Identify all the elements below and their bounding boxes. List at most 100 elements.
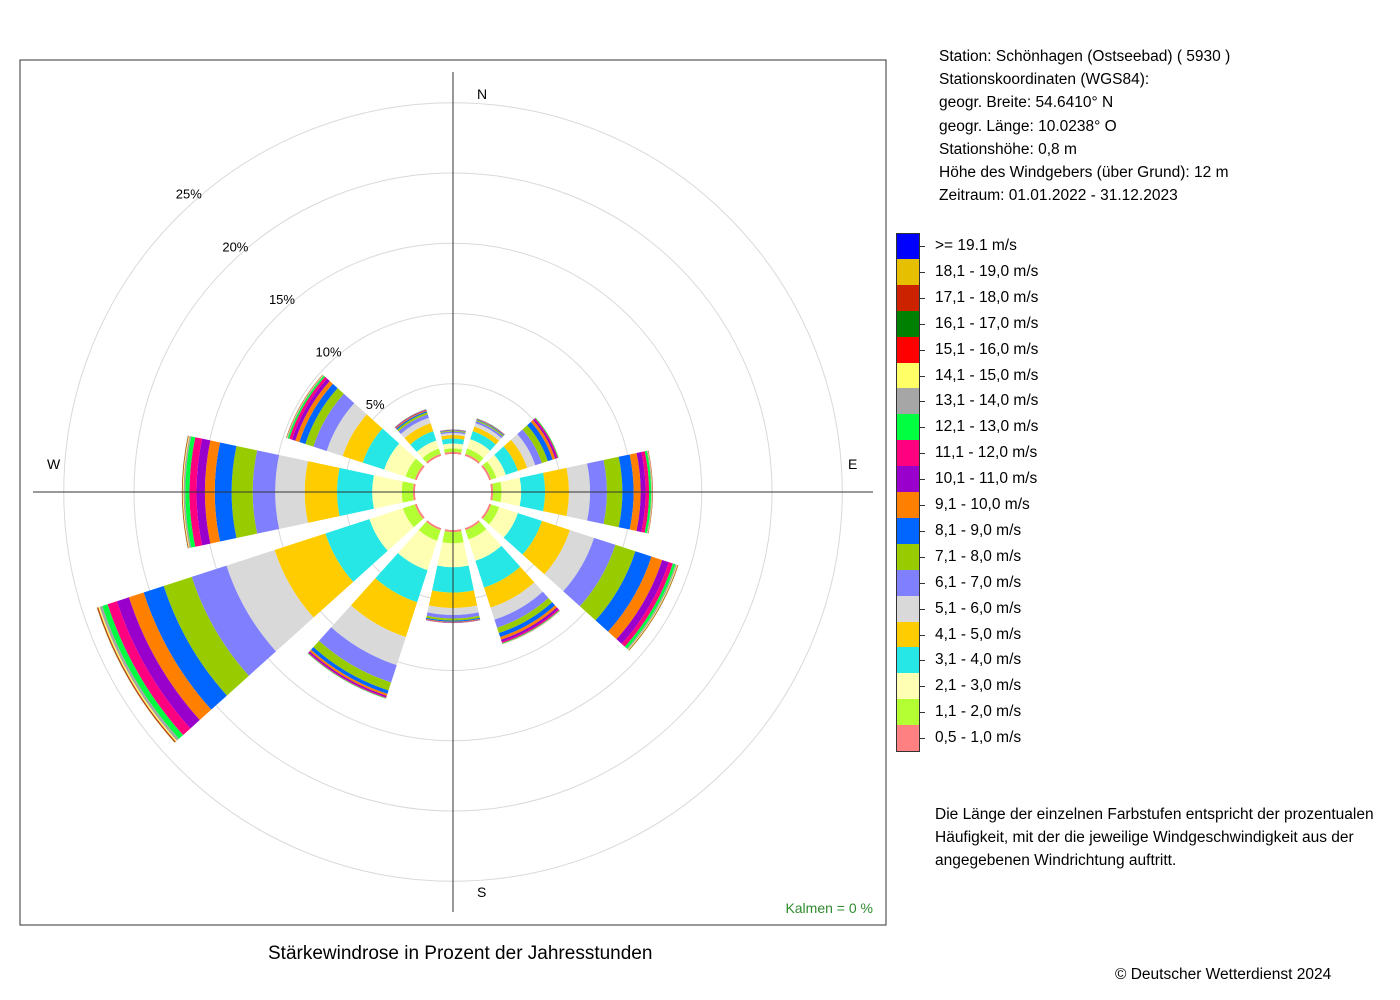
legend-tick xyxy=(920,453,925,455)
sector-segment xyxy=(595,551,652,632)
legend-label: >= 19.1 m/s xyxy=(935,237,1017,254)
legend-label: 16,1 - 17,0 m/s xyxy=(935,314,1039,332)
sector-segment xyxy=(426,453,442,464)
legend-item: 14,1 - 15,0 m/s xyxy=(896,362,1096,389)
station-info: Station: Schönhagen (Ostseebad) ( 5930 )… xyxy=(939,45,1230,207)
sector-segment xyxy=(395,410,427,429)
legend-swatch xyxy=(896,258,920,285)
legend-swatch xyxy=(896,440,920,467)
legend-tick xyxy=(920,505,925,506)
compass-label-e: E xyxy=(848,456,857,472)
ring-labels: 5% 10% 15% 20% 25% xyxy=(176,187,385,412)
legend-label: 3,1 - 4,0 m/s xyxy=(935,651,1022,669)
sector-segment xyxy=(342,414,383,463)
sector-segment xyxy=(440,429,466,432)
legend-swatch xyxy=(896,699,920,726)
legend-label: 0,5 - 1,0 m/s xyxy=(935,729,1022,747)
sector-segment xyxy=(475,421,503,439)
legend-swatch xyxy=(896,595,920,622)
sector-segment xyxy=(464,520,480,531)
sector-segment xyxy=(648,450,653,534)
sector-segment xyxy=(579,544,636,621)
sector-segment xyxy=(468,529,502,561)
sector-segment xyxy=(318,627,397,683)
sector-segment xyxy=(182,435,189,549)
sector-segment xyxy=(440,429,466,432)
sector-segment xyxy=(647,450,653,534)
sector-segment xyxy=(107,601,191,736)
sector-segment xyxy=(305,388,344,447)
sector-segment xyxy=(500,605,557,640)
sector-segment xyxy=(405,458,424,480)
sector-segment xyxy=(647,450,653,534)
legend-item: 18,1 - 19,0 m/s xyxy=(896,258,1096,285)
legend-tick xyxy=(920,634,925,636)
legend-tick xyxy=(920,556,925,558)
sector-segment xyxy=(522,520,570,575)
sector-segment xyxy=(416,440,439,459)
sector-segment xyxy=(644,450,652,534)
legend-swatch xyxy=(896,310,920,337)
sector-segment xyxy=(418,521,441,541)
sector-segment xyxy=(299,383,338,445)
sector-segment xyxy=(530,420,556,460)
legend-label: 5,1 - 6,0 m/s xyxy=(935,599,1022,617)
legend-item: 6,1 - 7,0 m/s xyxy=(896,569,1096,596)
station-info-line: Zeitraum: 01.01.2022 - 31.12.2023 xyxy=(939,187,1178,205)
legend-item: 8,1 - 9,0 m/s xyxy=(896,517,1096,544)
sector-segment xyxy=(143,586,227,710)
legend-label: 17,1 - 18,0 m/s xyxy=(935,288,1039,306)
legend-tick xyxy=(920,582,925,584)
sector-segment xyxy=(616,559,669,644)
sector-segment xyxy=(128,592,212,721)
legend-item: 10,1 - 11,0 m/s xyxy=(896,466,1096,493)
legend-label: 7,1 - 8,0 m/s xyxy=(935,547,1022,565)
sector-segment xyxy=(440,429,466,432)
sector-segment xyxy=(439,429,467,431)
sector-segment xyxy=(414,503,425,519)
station-info-line: Station: Schönhagen (Ostseebad) ( 5930 ) xyxy=(939,48,1231,65)
legend-item: 17,1 - 18,0 m/s xyxy=(896,284,1096,311)
legend-item: 0,5 - 1,0 m/s xyxy=(896,725,1096,752)
sector-segment xyxy=(532,418,557,459)
sector-segment xyxy=(510,434,536,468)
copyright-text: © Deutscher Wetterdienst 2024 xyxy=(1115,966,1332,983)
legend-label: 6,1 - 7,0 m/s xyxy=(935,573,1022,591)
legend-tick xyxy=(920,608,925,610)
legend-item: 5,1 - 6,0 m/s xyxy=(896,595,1096,622)
compass-label-n: N xyxy=(477,86,487,102)
sector-segment xyxy=(425,618,481,623)
sector-segment xyxy=(181,435,188,549)
sector-segment xyxy=(191,565,276,676)
sector-segment xyxy=(481,465,492,481)
legend-tick xyxy=(920,712,925,714)
legend-note: Die Länge der einzelnen Farbstufen entsp… xyxy=(935,806,1374,870)
sector-segment xyxy=(486,454,506,478)
sector-segment xyxy=(289,376,328,440)
sector-segment xyxy=(397,412,428,432)
legend-tick xyxy=(920,297,925,299)
legend-tick xyxy=(920,530,925,532)
sector-segment xyxy=(426,617,480,622)
legend-tick xyxy=(920,686,925,688)
sector-segment xyxy=(183,435,192,549)
sector-210deg xyxy=(307,520,442,699)
sector-segment xyxy=(474,423,502,441)
legend-item: 3,1 - 4,0 m/s xyxy=(896,647,1096,674)
sector-segment xyxy=(410,431,437,452)
legend-label: 8,1 - 9,0 m/s xyxy=(935,521,1022,539)
sector-segment xyxy=(414,465,425,481)
sector-segment xyxy=(500,607,559,642)
station-info-line: geogr. Breite: 54.6410° N xyxy=(939,94,1114,112)
legend-label: 9,1 - 10,0 m/s xyxy=(935,496,1030,513)
legend-swatch xyxy=(896,543,920,570)
sector-segment xyxy=(608,556,663,640)
legend-tick xyxy=(920,738,925,740)
legend-item: 12,1 - 13,0 m/s xyxy=(896,414,1096,441)
legend-tick xyxy=(920,660,925,662)
sector-segment xyxy=(494,591,549,628)
sector-segment xyxy=(464,453,480,464)
ring-label: 20% xyxy=(222,239,248,254)
sector-segment xyxy=(503,439,528,471)
sector-150deg xyxy=(464,520,561,645)
